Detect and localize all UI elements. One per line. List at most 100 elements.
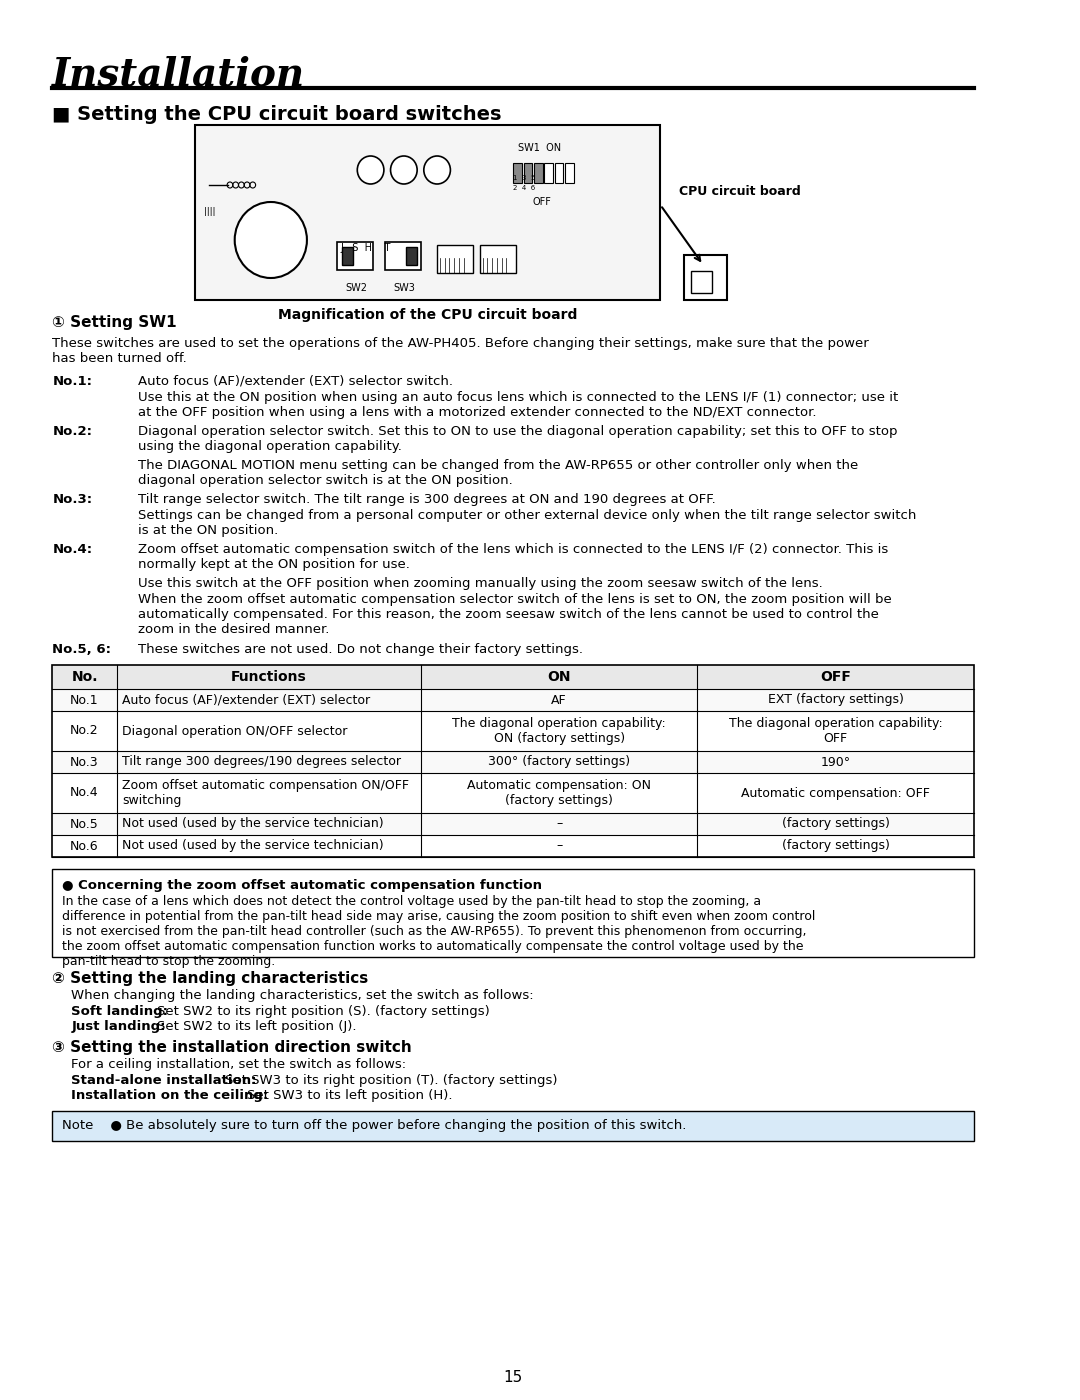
Text: ■ Setting the CPU circuit board switches: ■ Setting the CPU circuit board switches	[52, 105, 502, 125]
Bar	[406, 246, 417, 265]
Text: No.3:: No.3:	[52, 493, 93, 505]
Text: SW3: SW3	[393, 283, 415, 293]
Bar	[524, 162, 532, 183]
Text: 2  4  6: 2 4 6	[513, 185, 536, 190]
Bar	[52, 1112, 974, 1141]
Text: Set SW2 to its right position (S). (factory settings): Set SW2 to its right position (S). (fact…	[157, 1005, 489, 1018]
Text: ③ Setting the installation direction switch: ③ Setting the installation direction swi…	[52, 1040, 411, 1056]
Text: (factory settings): (factory settings)	[782, 840, 890, 853]
Text: These switches are used to set the operations of the AW-PH405. Before changing t: These switches are used to set the opera…	[52, 337, 869, 365]
Text: Note    ● Be absolutely sure to turn off the power before changing the position : Note ● Be absolutely sure to turn off th…	[62, 1120, 686, 1133]
Text: SW2: SW2	[346, 283, 367, 293]
Text: No.1: No.1	[70, 693, 99, 707]
Text: When changing the landing characteristics, set the switch as follows:: When changing the landing characteristic…	[71, 988, 534, 1002]
Text: Settings can be changed from a personal computer or other external device only w: Settings can be changed from a personal …	[138, 510, 916, 538]
Text: ● Concerning the zoom offset automatic compensation function: ● Concerning the zoom offset automatic c…	[62, 879, 542, 892]
Bar	[52, 813, 974, 834]
Text: Automatic compensation: ON
(factory settings): Automatic compensation: ON (factory sett…	[468, 778, 651, 806]
Text: OFF: OFF	[532, 197, 551, 207]
Bar	[337, 242, 374, 270]
Text: Soft landing:: Soft landing:	[71, 1005, 168, 1018]
Text: Diagonal operation selector switch. Set this to ON to use the diagonal operation: Diagonal operation selector switch. Set …	[138, 426, 897, 454]
Text: Set SW2 to its left position (J).: Set SW2 to its left position (J).	[157, 1021, 356, 1033]
Circle shape	[423, 155, 450, 183]
Text: SW1  ON: SW1 ON	[518, 143, 561, 153]
Bar	[52, 665, 974, 689]
Text: CPU circuit board: CPU circuit board	[679, 185, 801, 197]
Bar	[52, 750, 974, 773]
Text: For a ceiling installation, set the switch as follows:: For a ceiling installation, set the swit…	[71, 1058, 406, 1071]
Text: Functions: Functions	[231, 671, 307, 685]
Text: The diagonal operation capability:
ON (factory settings): The diagonal operation capability: ON (f…	[453, 717, 666, 745]
Text: ||||: ||||	[204, 207, 216, 216]
Text: No.6: No.6	[70, 840, 99, 853]
Bar	[194, 125, 660, 300]
Text: When the zoom offset automatic compensation selector switch of the lens is set t: When the zoom offset automatic compensat…	[138, 594, 891, 636]
Text: No.2: No.2	[70, 725, 99, 738]
Bar	[52, 869, 974, 958]
Text: No.2:: No.2:	[52, 426, 92, 438]
Bar	[437, 245, 473, 273]
Text: AF: AF	[552, 693, 567, 707]
Text: Installation on the ceiling:: Installation on the ceiling:	[71, 1089, 269, 1102]
Text: The DIAGONAL MOTION menu setting can be changed from the AW-RP655 or other contr: The DIAGONAL MOTION menu setting can be …	[138, 459, 858, 487]
Text: No.4:: No.4:	[52, 543, 93, 556]
Text: The diagonal operation capability:
OFF: The diagonal operation capability: OFF	[729, 717, 943, 745]
Circle shape	[234, 202, 307, 279]
Text: Stand-alone installation:: Stand-alone installation:	[71, 1074, 257, 1086]
Text: No.: No.	[71, 671, 98, 685]
Text: ① Setting SW1: ① Setting SW1	[52, 315, 177, 330]
Text: Installation: Installation	[52, 55, 306, 92]
Bar	[52, 834, 974, 857]
Text: (factory settings): (factory settings)	[782, 818, 890, 830]
Text: Not used (used by the service technician): Not used (used by the service technician…	[122, 818, 384, 830]
Text: Set SW3 to its right position (T). (factory settings): Set SW3 to its right position (T). (fact…	[226, 1074, 557, 1086]
Text: ON: ON	[548, 671, 571, 685]
Bar	[684, 255, 727, 300]
Text: Tilt range 300 degrees/190 degrees selector: Tilt range 300 degrees/190 degrees selec…	[122, 756, 402, 769]
Text: Tilt range selector switch. The tilt range is 300 degrees at ON and 190 degrees : Tilt range selector switch. The tilt ran…	[138, 493, 716, 505]
Text: J   S  H    T: J S H T	[340, 244, 391, 253]
Text: 190°: 190°	[821, 756, 851, 769]
Bar	[342, 246, 353, 265]
Text: 15: 15	[503, 1371, 523, 1385]
Text: Diagonal operation ON/OFF selector: Diagonal operation ON/OFF selector	[122, 725, 348, 738]
Text: Use this switch at the OFF position when zooming manually using the zoom seesaw : Use this switch at the OFF position when…	[138, 577, 823, 589]
Bar	[566, 162, 573, 183]
Text: –: –	[556, 840, 563, 853]
Text: These switches are not used. Do not change their factory settings.: These switches are not used. Do not chan…	[138, 643, 583, 657]
Text: Auto focus (AF)/extender (EXT) selector: Auto focus (AF)/extender (EXT) selector	[122, 693, 370, 707]
Text: In the case of a lens which does not detect the control voltage used by the pan-: In the case of a lens which does not det…	[62, 895, 815, 967]
Text: Zoom offset automatic compensation ON/OFF
switching: Zoom offset automatic compensation ON/OF…	[122, 778, 409, 806]
Bar	[513, 162, 522, 183]
Text: No.4: No.4	[70, 787, 99, 799]
Bar	[534, 162, 542, 183]
Text: EXT (factory settings): EXT (factory settings)	[768, 693, 904, 707]
Text: Use this at the ON position when using an auto focus lens which is connected to : Use this at the ON position when using a…	[138, 391, 899, 419]
Circle shape	[391, 155, 417, 183]
Text: Not used (used by the service technician): Not used (used by the service technician…	[122, 840, 384, 853]
Circle shape	[357, 155, 383, 183]
Text: No.3: No.3	[70, 756, 99, 769]
Text: Set SW3 to its left position (H).: Set SW3 to its left position (H).	[247, 1089, 453, 1102]
Bar	[691, 272, 712, 293]
Bar	[52, 711, 974, 750]
Text: No.5, 6:: No.5, 6:	[52, 643, 111, 657]
Bar	[544, 162, 553, 183]
Text: No.5: No.5	[70, 818, 99, 830]
Text: Magnification of the CPU circuit board: Magnification of the CPU circuit board	[278, 308, 578, 322]
Bar	[52, 773, 974, 813]
Bar	[52, 689, 974, 711]
Bar	[52, 665, 974, 857]
Text: –: –	[556, 818, 563, 830]
Text: Just landing:: Just landing:	[71, 1021, 165, 1033]
Text: Auto focus (AF)/extender (EXT) selector switch.: Auto focus (AF)/extender (EXT) selector …	[138, 375, 453, 388]
Text: Automatic compensation: OFF: Automatic compensation: OFF	[741, 787, 930, 799]
Bar	[480, 245, 516, 273]
Text: 300° (factory settings): 300° (factory settings)	[488, 756, 631, 769]
Text: Zoom offset automatic compensation switch of the lens which is connected to the : Zoom offset automatic compensation switc…	[138, 543, 888, 571]
Bar	[555, 162, 564, 183]
Text: OFF: OFF	[821, 671, 851, 685]
Text: No.1:: No.1:	[52, 375, 92, 388]
Bar	[384, 242, 421, 270]
